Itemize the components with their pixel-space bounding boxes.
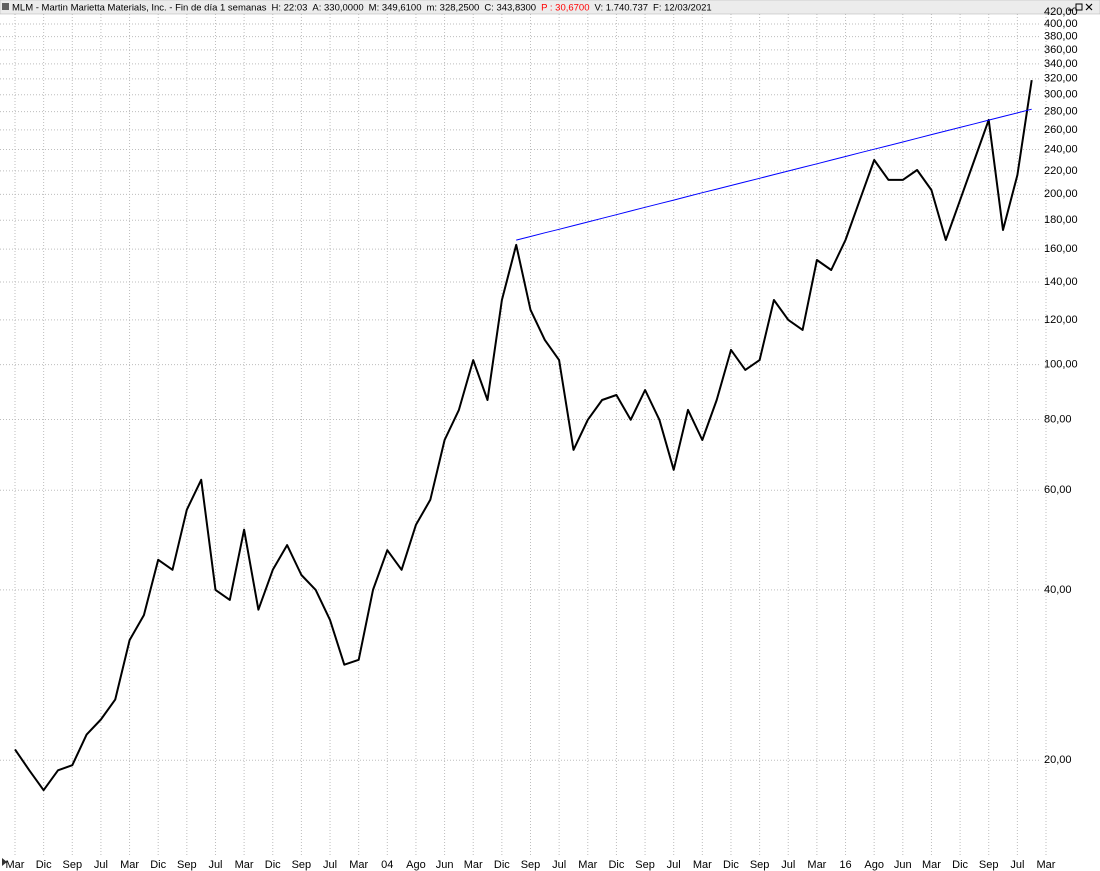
header-item: M: 349,6100 (369, 2, 422, 13)
y-tick-label: 80,00 (1044, 413, 1072, 425)
header-item: F: 12/03/2021 (653, 2, 712, 13)
x-tick-label: Dic (723, 859, 739, 871)
window-buttons[interactable] (1068, 3, 1093, 11)
x-tick-label: Sep (521, 859, 541, 871)
scroll-arrow[interactable] (2, 858, 7, 866)
y-tick-label: 280,00 (1044, 106, 1078, 118)
x-tick-label: Mar (1037, 859, 1056, 871)
header-item: A: 330,0000 (312, 2, 363, 13)
x-tick-label: Jul (1010, 859, 1024, 871)
x-tick-label: Ago (406, 859, 426, 871)
y-tick-label: 180,00 (1044, 214, 1078, 226)
x-tick-label: Jun (436, 859, 454, 871)
x-tick-label: Mar (807, 859, 826, 871)
x-tick-label: Dic (494, 859, 510, 871)
x-tick-label: Mar (349, 859, 368, 871)
header-text: MLM - Martin Marietta Materials, Inc. - … (12, 2, 712, 13)
x-tick-label: Jul (94, 859, 108, 871)
x-tick-label: Mar (693, 859, 712, 871)
close-button[interactable] (1085, 3, 1093, 11)
plot (14, 79, 1033, 792)
price-line (14, 79, 1033, 792)
y-tick-label: 200,00 (1044, 188, 1078, 200)
x-tick-label: Jul (552, 859, 566, 871)
header-item: P : 30,6700 (541, 2, 589, 13)
y-tick-label: 100,00 (1044, 359, 1078, 371)
x-tick-label: Mar (922, 859, 941, 871)
y-tick-label: 260,00 (1044, 124, 1078, 136)
y-tick-label: 160,00 (1044, 243, 1078, 255)
x-tick-label: Jun (894, 859, 912, 871)
y-tick-label: 380,00 (1044, 31, 1078, 43)
x-tick-label: Mar (6, 859, 25, 871)
y-tick-label: 300,00 (1044, 89, 1078, 101)
header-title: MLM - Martin Marietta Materials, Inc. - … (12, 2, 267, 13)
x-tick-label: Dic (265, 859, 281, 871)
x-tick-label: Dic (608, 859, 624, 871)
x-tick-label: Mar (120, 859, 139, 871)
axes: 20,00 40,00 60,00 80,00 100,00 120,00 140,00 16… (6, 6, 1078, 871)
x-tick-label: Mar (235, 859, 254, 871)
header-icon (2, 3, 9, 10)
x-tick-label: Sep (177, 859, 197, 871)
x-tick-label: Mar (464, 859, 483, 871)
x-tick-label: Sep (750, 859, 770, 871)
y-tick-label: 320,00 (1044, 73, 1078, 85)
x-tick-label: Sep (292, 859, 312, 871)
grid (0, 11, 1047, 855)
x-tick-label: 16 (839, 859, 851, 871)
x-tick-label: Jul (781, 859, 795, 871)
y-tick-label: 420,00 (1044, 6, 1078, 18)
x-tick-label: Jul (667, 859, 681, 871)
header-bar (0, 0, 1100, 15)
x-tick-label: Dic (150, 859, 166, 871)
header-item: H: 22:03 (271, 2, 307, 13)
x-tick-label: Dic (36, 859, 52, 871)
maximize-button[interactable] (1075, 3, 1083, 11)
header-item: m: 328,2500 (426, 2, 479, 13)
x-tick-label: Jul (323, 859, 337, 871)
y-tick-label: 60,00 (1044, 484, 1072, 496)
y-tick-label: 360,00 (1044, 44, 1078, 56)
y-tick-label: 20,00 (1044, 754, 1072, 766)
header-item: V: 1.740.737 (595, 2, 649, 13)
y-tick-label: 220,00 (1044, 165, 1078, 177)
y-tick-label: 340,00 (1044, 58, 1078, 70)
header-item: C: 343,8300 (484, 2, 536, 13)
x-tick-label: Dic (952, 859, 968, 871)
trend-line (516, 108, 1032, 241)
y-tick-label: 400,00 (1044, 18, 1078, 30)
x-tick-label: Sep (62, 859, 82, 871)
y-tick-label: 120,00 (1044, 314, 1078, 326)
x-tick-label: 04 (381, 859, 393, 871)
y-tick-label: 240,00 (1044, 143, 1078, 155)
x-tick-label: Sep (979, 859, 999, 871)
x-tick-label: Ago (864, 859, 884, 871)
y-tick-label: 40,00 (1044, 584, 1072, 596)
x-tick-label: Jul (208, 859, 222, 871)
x-tick-label: Sep (635, 859, 655, 871)
x-tick-label: Mar (578, 859, 597, 871)
y-tick-label: 140,00 (1044, 276, 1078, 288)
